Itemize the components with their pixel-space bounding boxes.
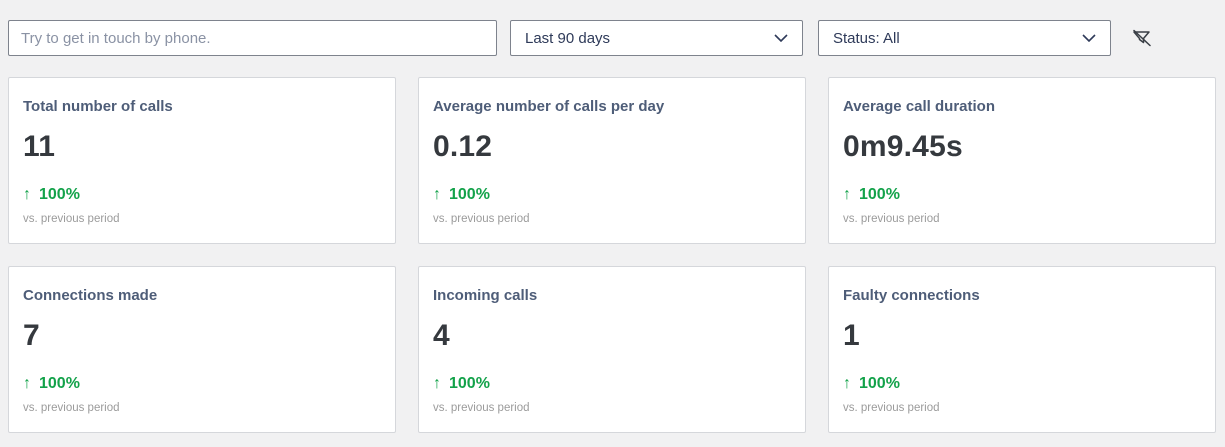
stat-card-comparison: vs. previous period [843,213,940,225]
stat-card: Incoming calls 4 ↑ 100% vs. previous per… [418,266,806,433]
stat-card-change: 100% [859,186,900,203]
chevron-down-icon [1082,34,1096,42]
stat-card-trend: ↑ 100% [433,375,791,393]
clear-filters-button[interactable] [1128,24,1156,52]
stat-card: Average call duration 0m9.45s ↑ 100% vs.… [828,77,1216,244]
arrow-up-icon: ↑ [843,186,851,203]
stat-card: Total number of calls 11 ↑ 100% vs. prev… [8,77,396,244]
stat-card-change: 100% [39,186,80,203]
stat-card-change: 100% [39,375,80,392]
stat-card-trend: ↑ 100% [433,186,791,204]
stat-card-comparison: vs. previous period [433,402,530,414]
status-select[interactable]: Status: All [818,20,1111,56]
stats-grid: Total number of calls 11 ↑ 100% vs. prev… [8,77,1216,433]
arrow-up-icon: ↑ [433,186,441,203]
arrow-up-icon: ↑ [23,375,31,392]
stat-card-value: 0m9.45s [843,130,963,163]
chevron-down-icon [774,34,788,42]
date-range-select[interactable]: Last 90 days [510,20,803,56]
stat-card-value: 0.12 [433,130,493,163]
arrow-up-icon: ↑ [843,375,851,392]
stat-card-title: Average number of calls per day [433,98,665,115]
stat-card-change: 100% [449,186,490,203]
filter-bar: Last 90 days Status: All [8,20,1217,56]
stat-card: Connections made 7 ↑ 100% vs. previous p… [8,266,396,433]
filter-off-icon [1130,26,1154,50]
stat-card-value: 1 [843,319,860,352]
status-select-value: Status: All [833,29,900,47]
stat-card-value: 11 [23,130,56,163]
arrow-up-icon: ↑ [23,186,31,203]
stat-card-title: Faulty connections [843,287,980,304]
phone-search-input[interactable] [8,20,497,56]
arrow-up-icon: ↑ [433,375,441,392]
stat-card-title: Incoming calls [433,287,538,304]
stat-card-comparison: vs. previous period [23,402,120,414]
stat-card-trend: ↑ 100% [843,186,1201,204]
stat-card-change: 100% [449,375,490,392]
stat-card-value: 4 [433,319,450,352]
stat-card: Faulty connections 1 ↑ 100% vs. previous… [828,266,1216,433]
stat-card-title: Total number of calls [23,98,173,115]
date-range-select-value: Last 90 days [525,29,611,47]
stat-card-title: Connections made [23,287,158,304]
stat-card: Average number of calls per day 0.12 ↑ 1… [418,77,806,244]
stat-card-trend: ↑ 100% [843,375,1201,393]
stat-card-trend: ↑ 100% [23,186,381,204]
stat-card-comparison: vs. previous period [23,213,120,225]
stat-card-trend: ↑ 100% [23,375,381,393]
stat-card-title: Average call duration [843,98,995,115]
stat-card-comparison: vs. previous period [843,402,940,414]
stat-card-change: 100% [859,375,900,392]
stat-card-comparison: vs. previous period [433,213,530,225]
stat-card-value: 7 [23,319,40,352]
